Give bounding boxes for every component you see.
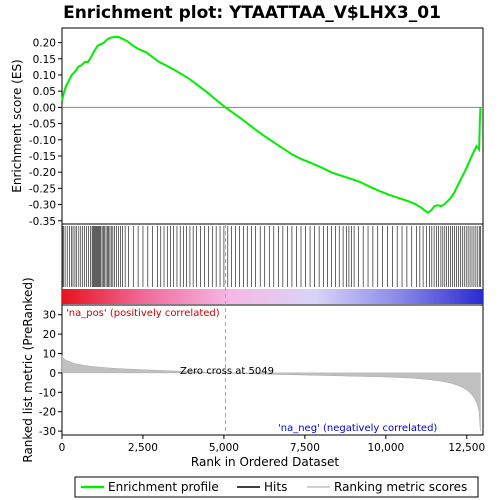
- hit-markers: [62, 226, 481, 287]
- x-axis-label: Rank in Ordered Dataset: [191, 455, 339, 469]
- legend: Enrichment profile Hits Ranking metric s…: [74, 476, 479, 498]
- metric-y-tick-label: 10: [43, 349, 56, 361]
- legend-box: [74, 476, 479, 498]
- es-y-tick-label: -0.35: [29, 216, 56, 228]
- es-y-tick-label: -0.30: [29, 200, 56, 212]
- chart-title: Enrichment plot: YTAATTAA_V$LHX3_01: [63, 3, 441, 23]
- neg-correlated-label: 'na_neg' (negatively correlated): [278, 423, 437, 434]
- metric-y-tick-label: 30: [43, 310, 56, 322]
- hits-panel: [61, 223, 484, 306]
- es-y-tick-label: -0.05: [29, 119, 56, 131]
- zero-cross-label: Zero cross at 5049: [180, 366, 274, 377]
- es-y-tick-label: 0.05: [33, 86, 56, 98]
- x-tick-label: 7,500: [290, 442, 320, 454]
- es-y-ticks: 0.20 0.15 0.10 0.05 0.00 -0.05 -0.10 -0.15 -0.20…: [29, 38, 62, 228]
- es-y-axis-label: Enrichment score (ES): [10, 59, 24, 192]
- metric-y-tick-label: 0: [49, 368, 56, 380]
- metric-y-tick-label: 20: [43, 329, 56, 341]
- metric-y-tick-label: -30: [39, 426, 56, 438]
- metric-panel: 30 20 10 0 -10 -20 -30 'na_pos' (positively co…: [21, 224, 485, 469]
- metric-y-tick-label: -10: [39, 387, 56, 399]
- x-tick-label: 10,000: [367, 442, 404, 454]
- x-tick-label: 5,000: [209, 442, 239, 454]
- rank-color-bar: [62, 289, 483, 304]
- enrichment-plot-area: [61, 27, 484, 225]
- es-y-tick-label: -0.20: [29, 167, 56, 179]
- enrichment-profile-line: [61, 35, 482, 214]
- x-tick-label: 12,500: [448, 442, 485, 454]
- metric-y-tick-label: -20: [39, 407, 56, 419]
- es-y-tick-label: 0.10: [33, 70, 56, 82]
- es-y-tick-label: -0.10: [29, 135, 56, 147]
- metric-y-ticks: 30 20 10 0 -10 -20 -30: [39, 310, 62, 438]
- legend-hits-label: Hits: [264, 480, 287, 494]
- es-y-tick-label: -0.25: [29, 183, 56, 195]
- metric-y-axis-label: Ranked list metric (PreRanked): [21, 277, 35, 462]
- es-y-tick-label: -0.15: [29, 151, 56, 163]
- enrichment-panel: 0.20 0.15 0.10 0.05 0.00 -0.05 -0.10 -0.15 -0.20…: [10, 27, 484, 228]
- pos-correlated-label: 'na_pos' (positively correlated): [66, 308, 220, 319]
- legend-enrichment-label: Enrichment profile: [108, 480, 219, 494]
- es-y-tick-label: 0.00: [33, 102, 56, 114]
- ranking-metric-area: [61, 355, 481, 432]
- x-tick-label: 2,500: [128, 442, 158, 454]
- legend-metric-label: Ranking metric scores: [334, 480, 467, 494]
- es-y-tick-label: 0.15: [33, 54, 56, 66]
- es-y-tick-label: 0.20: [33, 38, 56, 50]
- x-axis-ticks: 0 2,500 5,000 7,500 10,000 12,500: [59, 435, 485, 454]
- x-tick-label: 0: [59, 442, 66, 454]
